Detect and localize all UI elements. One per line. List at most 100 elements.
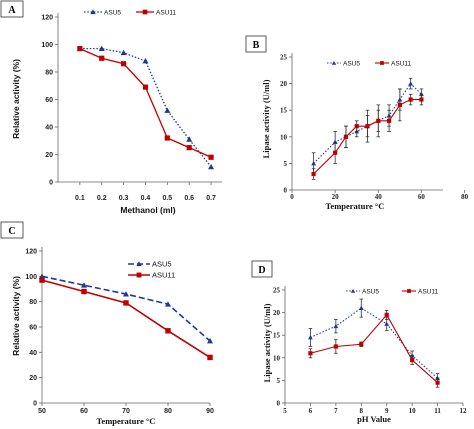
legend-asu5-marker (90, 9, 96, 15)
b-asu5-point (311, 161, 316, 166)
d-asu11-point (333, 344, 338, 349)
b-asu11-point (419, 97, 424, 102)
panel-d-ylabel: Lipase activity (U/ml) (262, 303, 272, 382)
panel-b-label: B (253, 40, 260, 51)
a-asu5-point (142, 58, 149, 64)
a-asu11-point (121, 61, 127, 67)
panel-a-xlabel: Methanol (ml) (120, 205, 175, 215)
a-x-tick-label: 0.3 (119, 195, 129, 202)
b-asu11-point (376, 118, 381, 123)
d-asu5-point (358, 305, 364, 310)
b-asu11-point (408, 97, 413, 102)
a-x-tick-label: 0.6 (184, 195, 194, 202)
b-asu5-point (408, 81, 414, 86)
d-y-tick-label: 15 (273, 332, 281, 340)
b-asu11-point (333, 150, 338, 155)
c-y-tick-label: 0 (33, 401, 37, 408)
a-x-tick-label: 0.1 (75, 195, 85, 202)
legend-asu11-label: ASU11 (418, 289, 438, 296)
legend-asu5-marker (331, 60, 337, 65)
b-asu11-point (354, 124, 359, 129)
c-x-tick-label: 70 (122, 408, 130, 415)
a-y-tick-label: 120 (41, 15, 53, 22)
legend-asu11-label: ASU11 (152, 271, 175, 280)
c-asu5-point (123, 291, 129, 297)
legend-asu5-label: ASU5 (362, 289, 379, 296)
a-asu5-point (164, 107, 171, 113)
c-y-tick-label: 100 (25, 274, 37, 281)
b-asu11-point (343, 134, 349, 139)
b-y-tick-label: 15 (280, 107, 288, 115)
c-asu5-point (81, 282, 87, 288)
b-asu11-point (311, 171, 316, 177)
b-y-tick-label: 10 (280, 133, 288, 141)
legend-asu5-marker (350, 288, 356, 293)
c-y-tick-label: 80 (29, 299, 37, 306)
panel-c-plot: 0 20 40 60 80 100 120 50 60 70 80 90 ASU5 ASU11 (25, 247, 214, 415)
d-asu11-point (384, 312, 389, 317)
b-x-tick-label: 80 (461, 193, 469, 201)
d-y-tick-label: 25 (273, 287, 281, 295)
a-asu11-point (164, 135, 170, 141)
a-asu11-point (77, 46, 83, 52)
a-x-tick-label: 0.2 (97, 195, 107, 202)
a-asu5-point (98, 45, 105, 52)
d-x-tick-label: 12 (460, 407, 468, 415)
b-x-tick-label: 20 (332, 193, 340, 201)
legend-asu11-label: ASU11 (156, 10, 176, 17)
panel-d-label: D (258, 265, 265, 276)
a-y-tick-label: 60 (45, 97, 53, 104)
d-asu11-point (359, 342, 364, 347)
a-asu5-point (186, 136, 193, 142)
legend-asu5-label: ASU5 (343, 61, 360, 68)
c-asu11-point (207, 354, 213, 361)
legend-asu5-label: ASU5 (104, 10, 121, 17)
legend-asu11-label: ASU11 (391, 61, 411, 68)
panel-a-label: A (8, 5, 16, 16)
a-asu5-point (120, 49, 127, 56)
a-y-tick-label: 0 (49, 180, 53, 187)
d-x-tick-label: 5 (283, 407, 287, 415)
panel-c: C 0 20 40 60 80 100 120 50 60 70 80 90 ASU5 ASU11 Tem… (0, 221, 214, 426)
b-y-tick-label: 5 (284, 160, 288, 168)
a-y-tick-label: 40 (45, 125, 53, 132)
c-y-tick-label: 60 (29, 325, 37, 332)
a-y-tick-label: 80 (45, 70, 53, 77)
d-y-tick-label: 10 (273, 354, 281, 362)
a-asu11-point (208, 154, 214, 160)
panel-c-label-box (0, 221, 24, 239)
d-x-tick-label: 6 (309, 407, 313, 415)
b-x-tick-label: 0 (290, 193, 294, 201)
a-asu11-point (186, 145, 192, 151)
panel-a: A 0 20 40 60 80 100 120 0.1 0.2 0.3 0.4 0.5 0.6 0.7 AS… (0, 0, 222, 215)
d-x-tick-label: 8 (360, 407, 364, 415)
d-asu5-point (308, 335, 313, 340)
legend-asu11-marker (407, 289, 411, 293)
legend-asu11-marker (136, 272, 142, 278)
b-y-tick-label: 25 (280, 54, 288, 62)
d-asu5-point (333, 323, 339, 329)
c-asu11-point (39, 277, 45, 283)
panel-a-ylabel: Relative activity (%) (11, 59, 21, 139)
d-series-asu5-line (310, 307, 438, 379)
panel-a-label-box (0, 0, 24, 18)
panel-b-ylabel: Lipase activity (U/ml) (261, 79, 271, 158)
a-x-tick-label: 0.4 (141, 195, 151, 202)
c-x-tick-label: 60 (80, 408, 88, 415)
a-x-tick-label: 0.5 (162, 195, 172, 202)
c-x-tick-label: 80 (164, 408, 172, 415)
panel-b-plot: 0 5 10 15 20 25 0 20 40 60 80 ASU5 ASU11 (280, 53, 469, 201)
d-y-tick-label: 0 (277, 400, 281, 408)
a-asu11-point (142, 84, 149, 90)
b-y-tick-label: 20 (280, 80, 288, 88)
d-x-tick-label: 11 (434, 407, 441, 415)
legend-asu11-marker (380, 61, 384, 65)
a-y-tick-label: 20 (45, 152, 53, 159)
a-x-tick-label: 0.7 (206, 195, 216, 202)
c-x-tick-label: 90 (206, 408, 214, 415)
c-series-asu5-line (41, 275, 211, 342)
b-series-asu11-line (313, 99, 422, 175)
b-x-tick-label: 60 (418, 193, 426, 201)
d-x-tick-label: 7 (334, 407, 338, 415)
